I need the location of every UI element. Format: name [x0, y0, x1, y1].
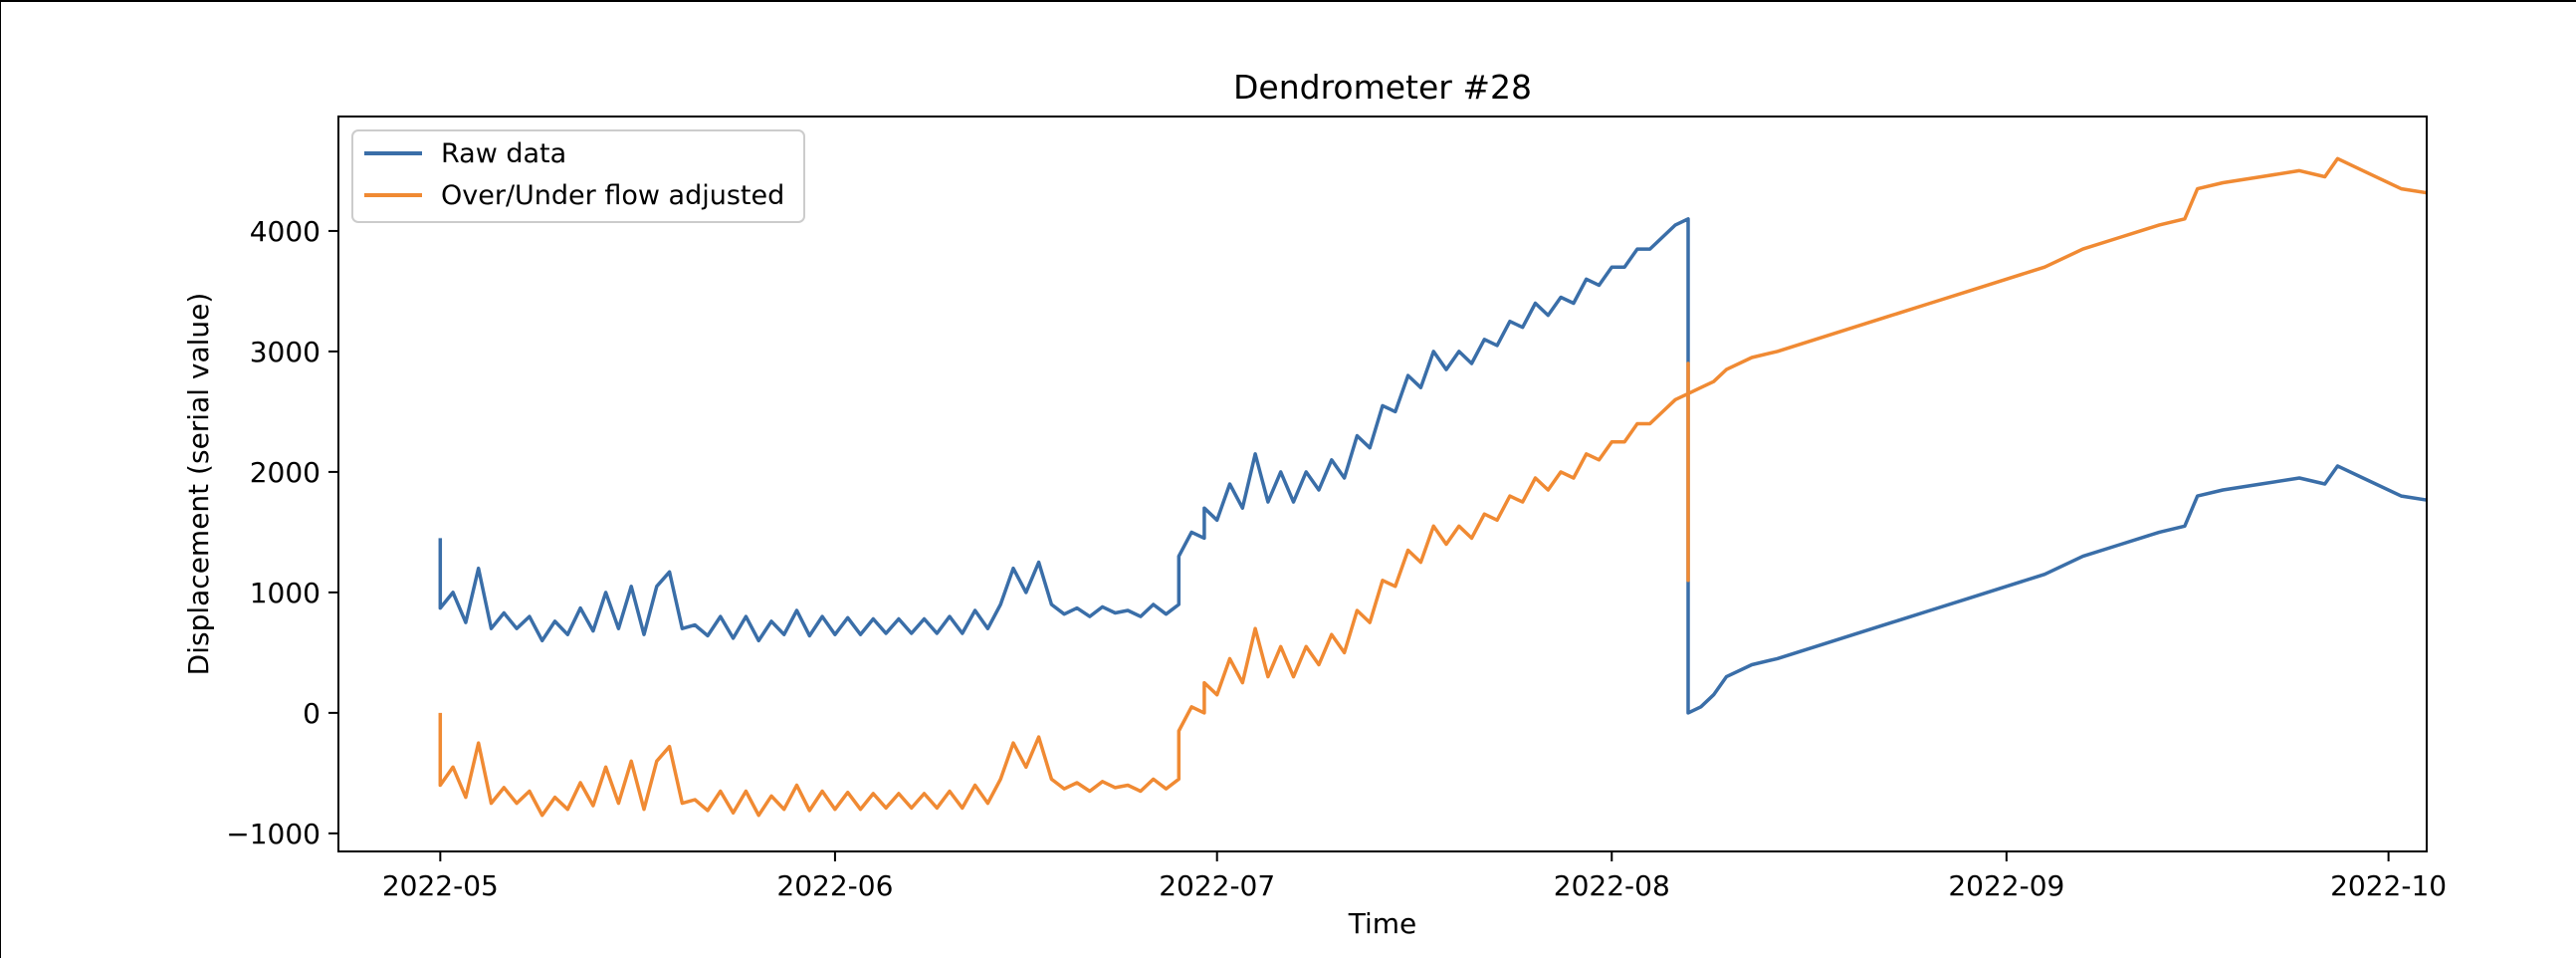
y-tick-label: 1000	[250, 577, 321, 609]
series-line-raw-data	[438, 217, 2427, 715]
x-tick-label: 2022-09	[1948, 869, 2064, 902]
axes-frame	[337, 116, 2428, 852]
x-axis: 2022-05 2022-06 2022-07 2022-08 2022-09 2022-…	[382, 851, 2447, 902]
y-tick-label: 4000	[250, 215, 321, 248]
plot-area	[438, 156, 2427, 818]
y-tick-label: −1000	[226, 818, 321, 850]
series-line-over-under-flow-adjusted	[438, 156, 2427, 818]
y-tick-label: 3000	[250, 336, 321, 368]
legend-label-raw-data: Raw data	[441, 138, 566, 169]
y-tick-label: 0	[303, 697, 321, 730]
legend-label-over-under-flow-adjusted: Over/Under flow adjusted	[441, 180, 784, 211]
y-tick-label: 2000	[250, 456, 321, 489]
x-tick-label: 2022-05	[382, 869, 499, 902]
x-tick-label: 2022-10	[2330, 869, 2447, 902]
legend: Raw data Over/Under flow adjusted	[351, 129, 805, 223]
x-axis-title: Time	[1348, 907, 1417, 940]
legend-box	[351, 129, 805, 223]
x-tick-label: 2022-08	[1554, 869, 1670, 902]
chart-title: Dendrometer #28	[1233, 68, 1532, 107]
x-tick-label: 2022-07	[1159, 869, 1275, 902]
x-tick-label: 2022-06	[776, 869, 893, 902]
y-axis: −1000 0 1000 2000 3000 4000	[226, 215, 338, 850]
y-axis-title: Displacement (serial value)	[182, 293, 215, 676]
